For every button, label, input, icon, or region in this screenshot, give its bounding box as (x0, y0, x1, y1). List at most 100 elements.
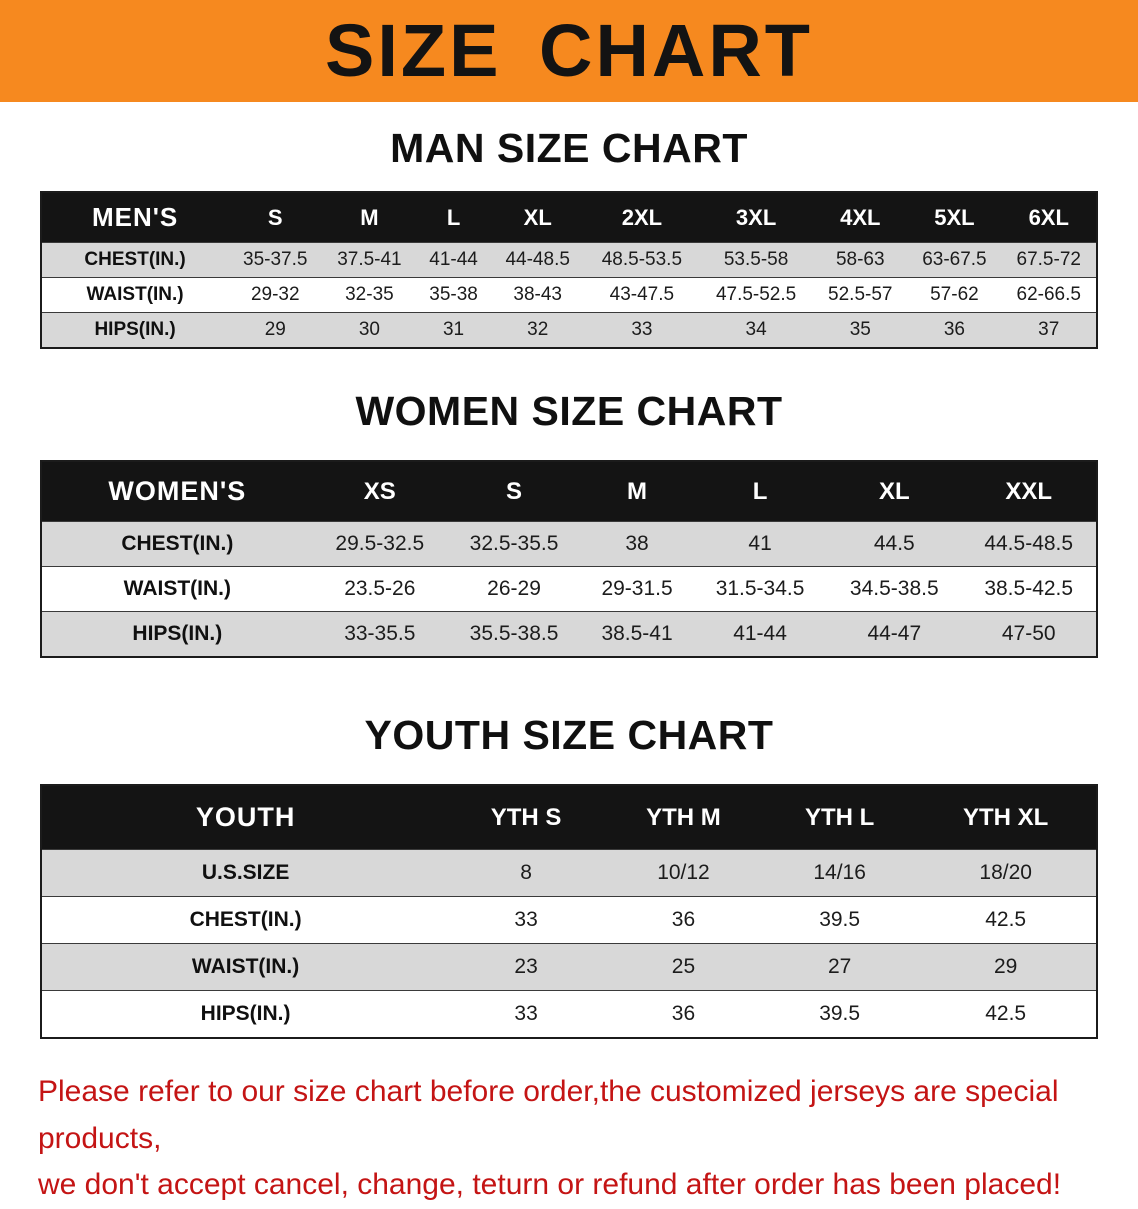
table-cell: 35.5-38.5 (446, 611, 582, 658)
table-row: U.S.SIZE 8 10/12 14/16 18/20 (41, 849, 1097, 897)
table-cell: 35-38 (416, 277, 491, 313)
women-size-section: WOMEN SIZE CHART WOMEN'S XS S M L XL XXL CHEST(… (0, 388, 1138, 659)
table-row: WAIST(IN.) 29-32 32-35 35-38 38-43 43-47.5 47.… (41, 277, 1097, 313)
column-header: M (581, 461, 693, 522)
column-header: XXL (961, 461, 1097, 522)
table-cell: 37 (1001, 312, 1097, 349)
table-cell: 52.5-57 (813, 277, 908, 313)
column-header: L (692, 461, 828, 522)
table-cell: 37.5-41 (322, 242, 417, 278)
men-section-heading: MAN SIZE CHART (390, 125, 748, 171)
table-header-row: MEN'S S M L XL 2XL 3XL 4XL 5XL 6XL (41, 192, 1097, 243)
table-cell: 48.5-53.5 (584, 242, 699, 278)
row-label: CHEST(IN.) (41, 242, 229, 278)
table-cell: 67.5-72 (1001, 242, 1097, 278)
footer-line-2: we don't accept cancel, change, teturn o… (38, 1168, 1062, 1202)
table-cell: 32.5-35.5 (446, 521, 582, 567)
table-cell: 53.5-58 (698, 242, 814, 278)
table-cell: 39.5 (763, 990, 916, 1039)
column-header: XL (490, 192, 585, 243)
women-size-table: WOMEN'S XS S M L XL XXL CHEST(IN.) 29.5-32.5 32.5… (40, 460, 1098, 659)
table-cell: 62-66.5 (1001, 277, 1097, 313)
table-cell: 33 (584, 312, 699, 349)
table-cell: 38-43 (490, 277, 585, 313)
table-corner-label: WOMEN'S (41, 461, 313, 522)
row-label: CHEST(IN.) (41, 896, 450, 944)
table-cell: 41-44 (692, 611, 828, 658)
table-cell: 34.5-38.5 (827, 566, 962, 612)
column-header: XL (827, 461, 962, 522)
table-cell: 63-67.5 (907, 242, 1002, 278)
table-cell: 30 (322, 312, 417, 349)
table-row: CHEST(IN.) 35-37.5 37.5-41 41-44 44-48.5 48.5… (41, 242, 1097, 278)
row-label: HIPS(IN.) (41, 312, 229, 349)
column-header: S (446, 461, 582, 522)
table-cell: 36 (603, 896, 764, 944)
column-header: L (416, 192, 491, 243)
youth-section-heading: YOUTH SIZE CHART (364, 712, 774, 759)
table-cell: 36 (907, 312, 1002, 349)
column-header: YTH S (449, 785, 604, 850)
table-cell: 38.5-42.5 (961, 566, 1097, 612)
table-cell: 26-29 (446, 566, 582, 612)
table-cell: 38 (581, 521, 693, 567)
table-cell: 44.5 (827, 521, 962, 567)
row-label: HIPS(IN.) (41, 611, 313, 658)
column-header: M (322, 192, 417, 243)
table-cell: 35-37.5 (228, 242, 323, 278)
table-cell: 33 (449, 896, 604, 944)
table-cell: 29-31.5 (581, 566, 693, 612)
table-row: HIPS(IN.) 33 36 39.5 42.5 (41, 990, 1097, 1039)
table-cell: 31.5-34.5 (692, 566, 828, 612)
men-size-section: MAN SIZE CHART MEN'S S M L XL 2XL 3XL 4XL 5XL 6XL… (0, 125, 1138, 350)
table-cell: 41 (692, 521, 828, 567)
table-cell: 42.5 (915, 896, 1097, 944)
table-row: WAIST(IN.) 23 25 27 29 (41, 943, 1097, 991)
size-chart-banner: SIZE CHART (0, 0, 1138, 102)
youth-size-table: YOUTH YTH S YTH M YTH L YTH XL U.S.SIZE 8 10/12… (40, 784, 1098, 1040)
table-cell: 27 (763, 943, 916, 991)
table-row: HIPS(IN.) 33-35.5 35.5-38.5 38.5-41 41-44 44-… (41, 611, 1097, 658)
table-row: HIPS(IN.) 29 30 31 32 33 34 35 36 37 (41, 312, 1097, 349)
table-cell: 41-44 (416, 242, 491, 278)
table-cell: 29 (915, 943, 1097, 991)
table-cell: 33-35.5 (312, 611, 447, 658)
table-cell: 35 (813, 312, 908, 349)
table-corner-label: YOUTH (41, 785, 450, 850)
column-header: YTH L (763, 785, 916, 850)
column-header: 2XL (584, 192, 699, 243)
column-header: YTH XL (915, 785, 1097, 850)
table-row: CHEST(IN.) 33 36 39.5 42.5 (41, 896, 1097, 944)
row-label: WAIST(IN.) (41, 277, 229, 313)
column-header: 3XL (698, 192, 814, 243)
table-cell: 18/20 (915, 849, 1097, 897)
row-label: WAIST(IN.) (41, 566, 313, 612)
table-cell: 23.5-26 (312, 566, 447, 612)
women-section-heading: WOMEN SIZE CHART (355, 388, 783, 435)
column-header: 5XL (907, 192, 1002, 243)
table-cell: 44-48.5 (490, 242, 585, 278)
table-cell: 38.5-41 (581, 611, 693, 658)
table-cell: 47-50 (961, 611, 1097, 658)
youth-size-section: YOUTH SIZE CHART YOUTH YTH S YTH M YTH L YTH… (0, 712, 1138, 1040)
column-header: 6XL (1001, 192, 1097, 243)
table-cell: 34 (698, 312, 814, 349)
table-cell: 58-63 (813, 242, 908, 278)
row-label: HIPS(IN.) (41, 990, 450, 1039)
table-cell: 47.5-52.5 (698, 277, 814, 313)
table-cell: 25 (603, 943, 764, 991)
row-label: WAIST(IN.) (41, 943, 450, 991)
table-cell: 31 (416, 312, 491, 349)
table-cell: 44-47 (827, 611, 962, 658)
table-cell: 29-32 (228, 277, 323, 313)
column-header: S (228, 192, 323, 243)
row-label: U.S.SIZE (41, 849, 450, 897)
table-cell: 14/16 (763, 849, 916, 897)
table-cell: 57-62 (907, 277, 1002, 313)
footer-disclaimer: Please refer to our size chart before or… (38, 1069, 1100, 1209)
table-cell: 39.5 (763, 896, 916, 944)
column-header: YTH M (603, 785, 764, 850)
table-cell: 29.5-32.5 (312, 521, 447, 567)
table-cell: 43-47.5 (584, 277, 699, 313)
table-row: CHEST(IN.) 29.5-32.5 32.5-35.5 38 41 44.5 44.5… (41, 521, 1097, 567)
